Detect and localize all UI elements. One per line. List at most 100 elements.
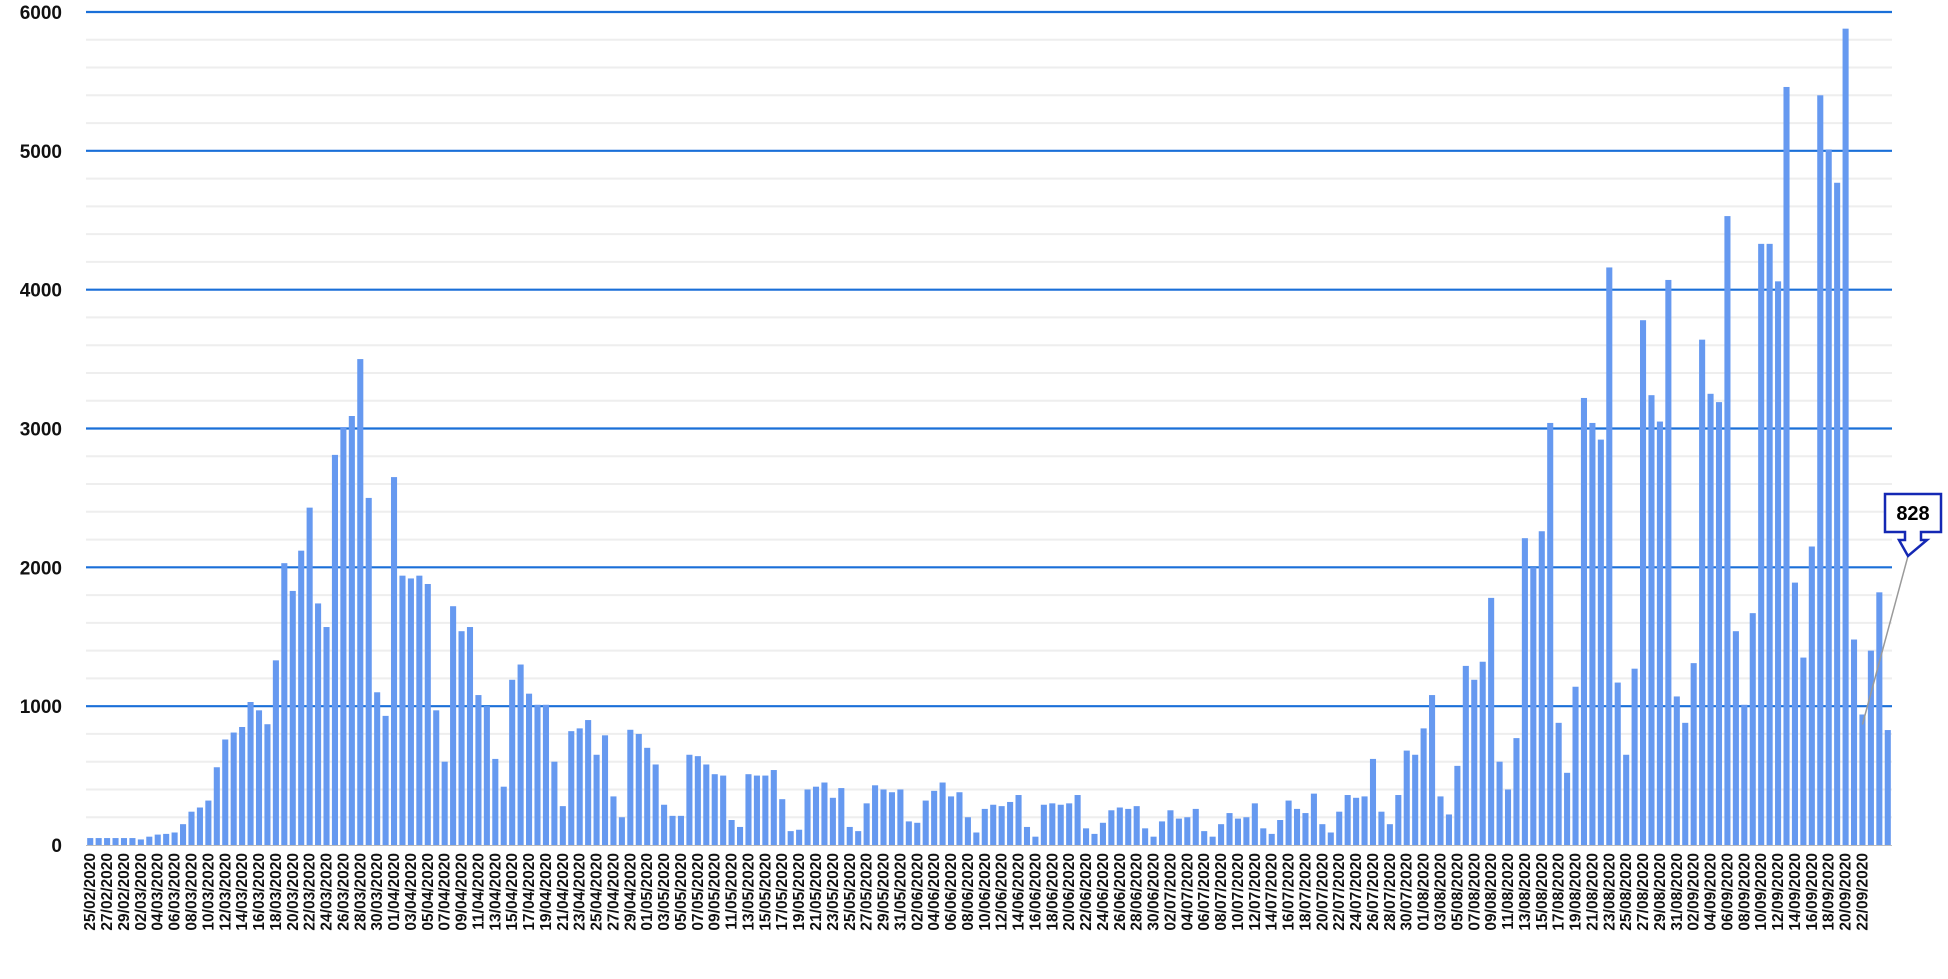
data-bar: [1656, 421, 1663, 845]
data-bar: [416, 575, 423, 845]
data-bar: [1260, 828, 1267, 845]
data-bar: [374, 692, 381, 845]
x-tick-label: 25/04/2020: [589, 853, 606, 931]
data-bar: [804, 789, 811, 845]
data-bar: [1327, 832, 1334, 845]
data-bar: [1715, 402, 1723, 845]
x-tick-label: 31/05/2020: [892, 853, 909, 931]
data-bar: [1648, 395, 1655, 845]
data-bar: [669, 815, 676, 845]
data-bar: [1395, 795, 1402, 845]
data-bar: [517, 664, 524, 845]
data-bar: [1749, 613, 1756, 845]
x-tick-label: 14/06/2020: [1011, 853, 1028, 931]
data-bar: [1218, 824, 1225, 845]
x-tick-label: 29/08/2020: [1652, 853, 1669, 931]
data-bar: [1007, 801, 1014, 845]
x-tick-label: 14/03/2020: [234, 853, 251, 931]
data-bar: [846, 826, 853, 845]
y-tick-label: 0: [51, 836, 62, 857]
x-tick-label: 15/05/2020: [757, 853, 774, 931]
data-bar: [365, 497, 372, 845]
data-bar: [1175, 818, 1182, 845]
data-bar: [593, 754, 600, 845]
x-tick-label: 18/09/2020: [1821, 853, 1838, 931]
x-tick-label: 08/09/2020: [1736, 853, 1753, 931]
x-tick-label: 03/05/2020: [656, 853, 673, 931]
x-tick-label: 12/03/2020: [217, 853, 234, 931]
data-bar: [475, 695, 482, 845]
x-tick-label: 20/07/2020: [1314, 853, 1331, 931]
x-tick-label: 30/03/2020: [369, 853, 386, 931]
callout-label: 828: [1896, 503, 1929, 525]
x-tick-label: 01/05/2020: [639, 853, 656, 931]
data-bar: [1547, 422, 1554, 845]
data-bar: [213, 767, 220, 845]
x-tick-label: 04/07/2020: [1179, 853, 1196, 931]
data-bar: [728, 820, 735, 845]
x-tick-label: 09/04/2020: [454, 853, 471, 931]
data-bar: [964, 817, 971, 845]
data-bar: [1707, 393, 1714, 845]
x-tick-label: 24/03/2020: [319, 853, 336, 931]
x-tick-label: 02/09/2020: [1686, 853, 1703, 931]
x-tick-label: 07/05/2020: [690, 853, 707, 931]
data-bar: [1884, 730, 1891, 845]
x-tick-label: 23/05/2020: [825, 853, 842, 931]
data-bar: [1504, 789, 1512, 845]
data-bar: [1471, 679, 1478, 845]
data-bar: [171, 832, 178, 845]
data-bar: [1631, 668, 1638, 845]
data-bar: [694, 756, 701, 845]
x-tick-label: 04/03/2020: [150, 853, 167, 931]
x-tick-label: 12/06/2020: [994, 853, 1011, 931]
data-bar: [1192, 808, 1199, 845]
data-bar: [281, 563, 288, 845]
y-tick-label: 1000: [20, 697, 62, 718]
x-tick-label: 22/03/2020: [302, 853, 319, 931]
data-bar: [264, 724, 271, 845]
data-bar: [1091, 833, 1098, 845]
x-tick-label: 25/05/2020: [842, 853, 859, 931]
data-bar: [947, 796, 955, 845]
data-bar: [711, 774, 718, 845]
data-bar: [196, 807, 203, 845]
data-bar: [1023, 826, 1031, 845]
data-bar: [441, 761, 448, 845]
data-bar: [1521, 538, 1528, 845]
data-bar: [1564, 772, 1571, 845]
x-tick-label: 25/08/2020: [1618, 853, 1635, 931]
x-tick-label: 30/07/2020: [1399, 853, 1416, 931]
x-axis: 25/02/2020 27/02/2020 29/02/2020 02/03/2020…: [82, 845, 1892, 931]
x-tick-label: 11/05/2020: [724, 853, 741, 930]
x-tick-label: 16/07/2020: [1281, 853, 1298, 931]
data-bar: [188, 811, 195, 845]
data-bar: [1353, 797, 1360, 845]
data-bar: [973, 832, 980, 845]
x-tick-label: 27/04/2020: [605, 853, 622, 931]
data-bars: [87, 28, 1891, 846]
x-tick-label: 07/08/2020: [1466, 853, 1483, 931]
x-tick-label: 10/09/2020: [1753, 853, 1770, 931]
data-bar: [1606, 267, 1613, 845]
data-bar: [914, 822, 921, 845]
data-bar: [1817, 95, 1824, 846]
data-bar: [1640, 320, 1647, 846]
x-tick-label: 22/07/2020: [1331, 853, 1348, 931]
data-bar: [492, 758, 499, 845]
x-tick-label: 21/05/2020: [808, 853, 825, 931]
data-bar: [872, 785, 879, 845]
x-tick-label: 26/06/2020: [1112, 853, 1129, 931]
x-tick-label: 11/04/2020: [470, 853, 487, 930]
data-bar: [1015, 795, 1022, 845]
major-gridlines: [86, 10, 1892, 708]
data-bar: [601, 735, 609, 845]
x-tick-label: 18/03/2020: [268, 853, 285, 931]
data-bar: [1808, 546, 1815, 845]
data-bar: [1066, 803, 1073, 845]
x-tick-label: 23/04/2020: [572, 853, 589, 931]
y-tick-label: 5000: [20, 142, 62, 163]
data-bar: [247, 702, 254, 845]
y-tick-label: 6000: [20, 3, 62, 24]
